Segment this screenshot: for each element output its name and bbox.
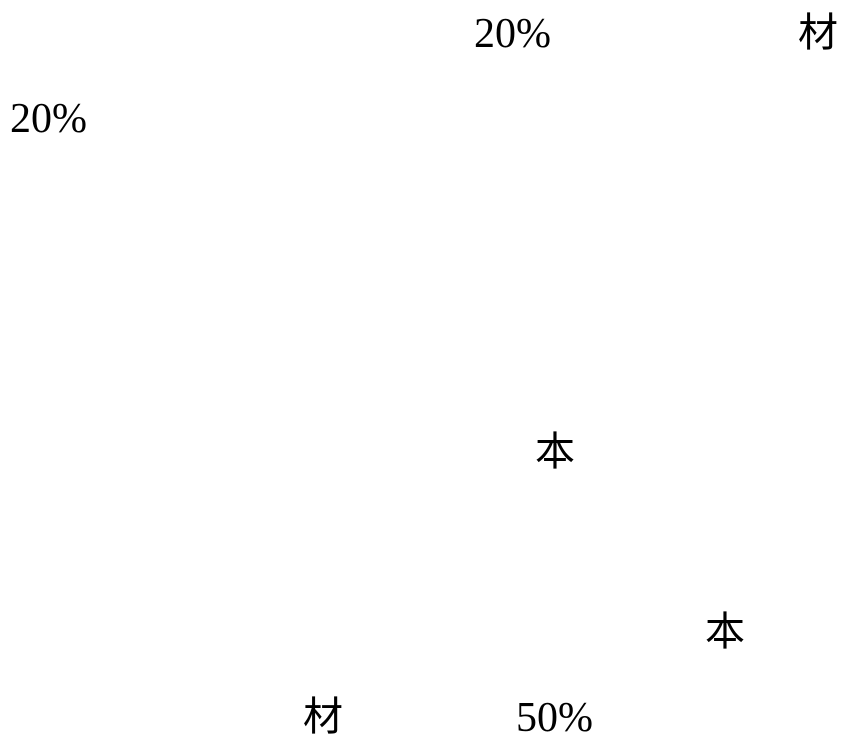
character-label-bottom: 材 [303,694,343,740]
percent-label-top: 20% [474,11,551,57]
character-label-right: 本 [705,609,745,655]
character-label-middle: 本 [535,429,575,475]
percent-label-left: 20% [10,96,87,142]
character-label-top: 材 [798,10,838,56]
percent-label-bottom: 50% [516,695,593,741]
